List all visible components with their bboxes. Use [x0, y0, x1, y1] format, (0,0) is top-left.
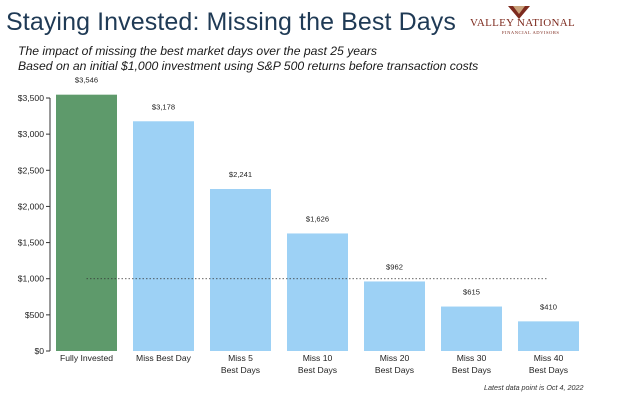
bar [364, 281, 425, 351]
bar-value-label: $615 [463, 288, 480, 297]
logo-name: VALLEY NATIONAL [470, 17, 576, 29]
y-tick-label: $0 [34, 346, 44, 356]
value-labels: $3,546 $3,178 $2,241 $1,626 $962 $615 $410 [75, 76, 557, 312]
bar-value-label: $3,178 [152, 102, 175, 111]
x-axis-labels: Fully Invested Miss Best Day Miss 5 Best Da… [60, 353, 568, 375]
y-tick-label: $2,500 [18, 165, 45, 175]
bar-value-label: $3,546 [75, 76, 98, 85]
chart-subtitle: The impact of missing the best market da… [18, 44, 378, 58]
bar-value-label: $2,241 [229, 170, 252, 179]
y-tick-label: $3,000 [18, 129, 45, 139]
bar [56, 94, 117, 351]
x-category-label: Miss Best Day [136, 353, 192, 363]
logo-tagline: FINANCIAL ADVISORS [502, 30, 560, 35]
y-tick-label: $2,000 [18, 201, 45, 211]
y-axis: $0 $500 $1,000 $1,500 $2,000 $2,500 $3,000 $3,5… [18, 93, 51, 356]
bar [518, 321, 579, 351]
chart-subtitle-2: Based on an initial $1,000 investment us… [18, 59, 479, 73]
x-category-label: Miss 5 Best Days [221, 353, 260, 375]
x-category-label: Fully Invested [60, 353, 113, 363]
x-category-label: Miss 10 Best Days [298, 353, 337, 375]
bar [133, 121, 194, 351]
bar-value-label: $1,626 [306, 214, 329, 223]
bar-value-label: $962 [386, 262, 403, 271]
company-logo: VALLEY NATIONAL FINANCIAL ADVISORS [470, 6, 575, 38]
logo-chevron-icon [508, 6, 530, 19]
chart-title: Staying Invested: Missing the Best Days [6, 8, 456, 36]
x-category-label: Miss 20 Best Days [375, 353, 414, 375]
bar [287, 233, 348, 351]
y-tick-label: $1,000 [18, 274, 45, 284]
bars [56, 94, 579, 351]
y-tick-label: $1,500 [18, 238, 45, 248]
x-category-label: Miss 40 Best Days [529, 353, 568, 375]
y-tick-label: $500 [25, 310, 44, 320]
bar [441, 306, 502, 351]
bar-value-label: $410 [540, 302, 557, 311]
x-category-label: Miss 30 Best Days [452, 353, 491, 375]
bar [210, 189, 271, 351]
y-tick-label: $3,500 [18, 93, 45, 103]
footnote: Latest data point is Oct 4, 2022 [484, 383, 584, 392]
